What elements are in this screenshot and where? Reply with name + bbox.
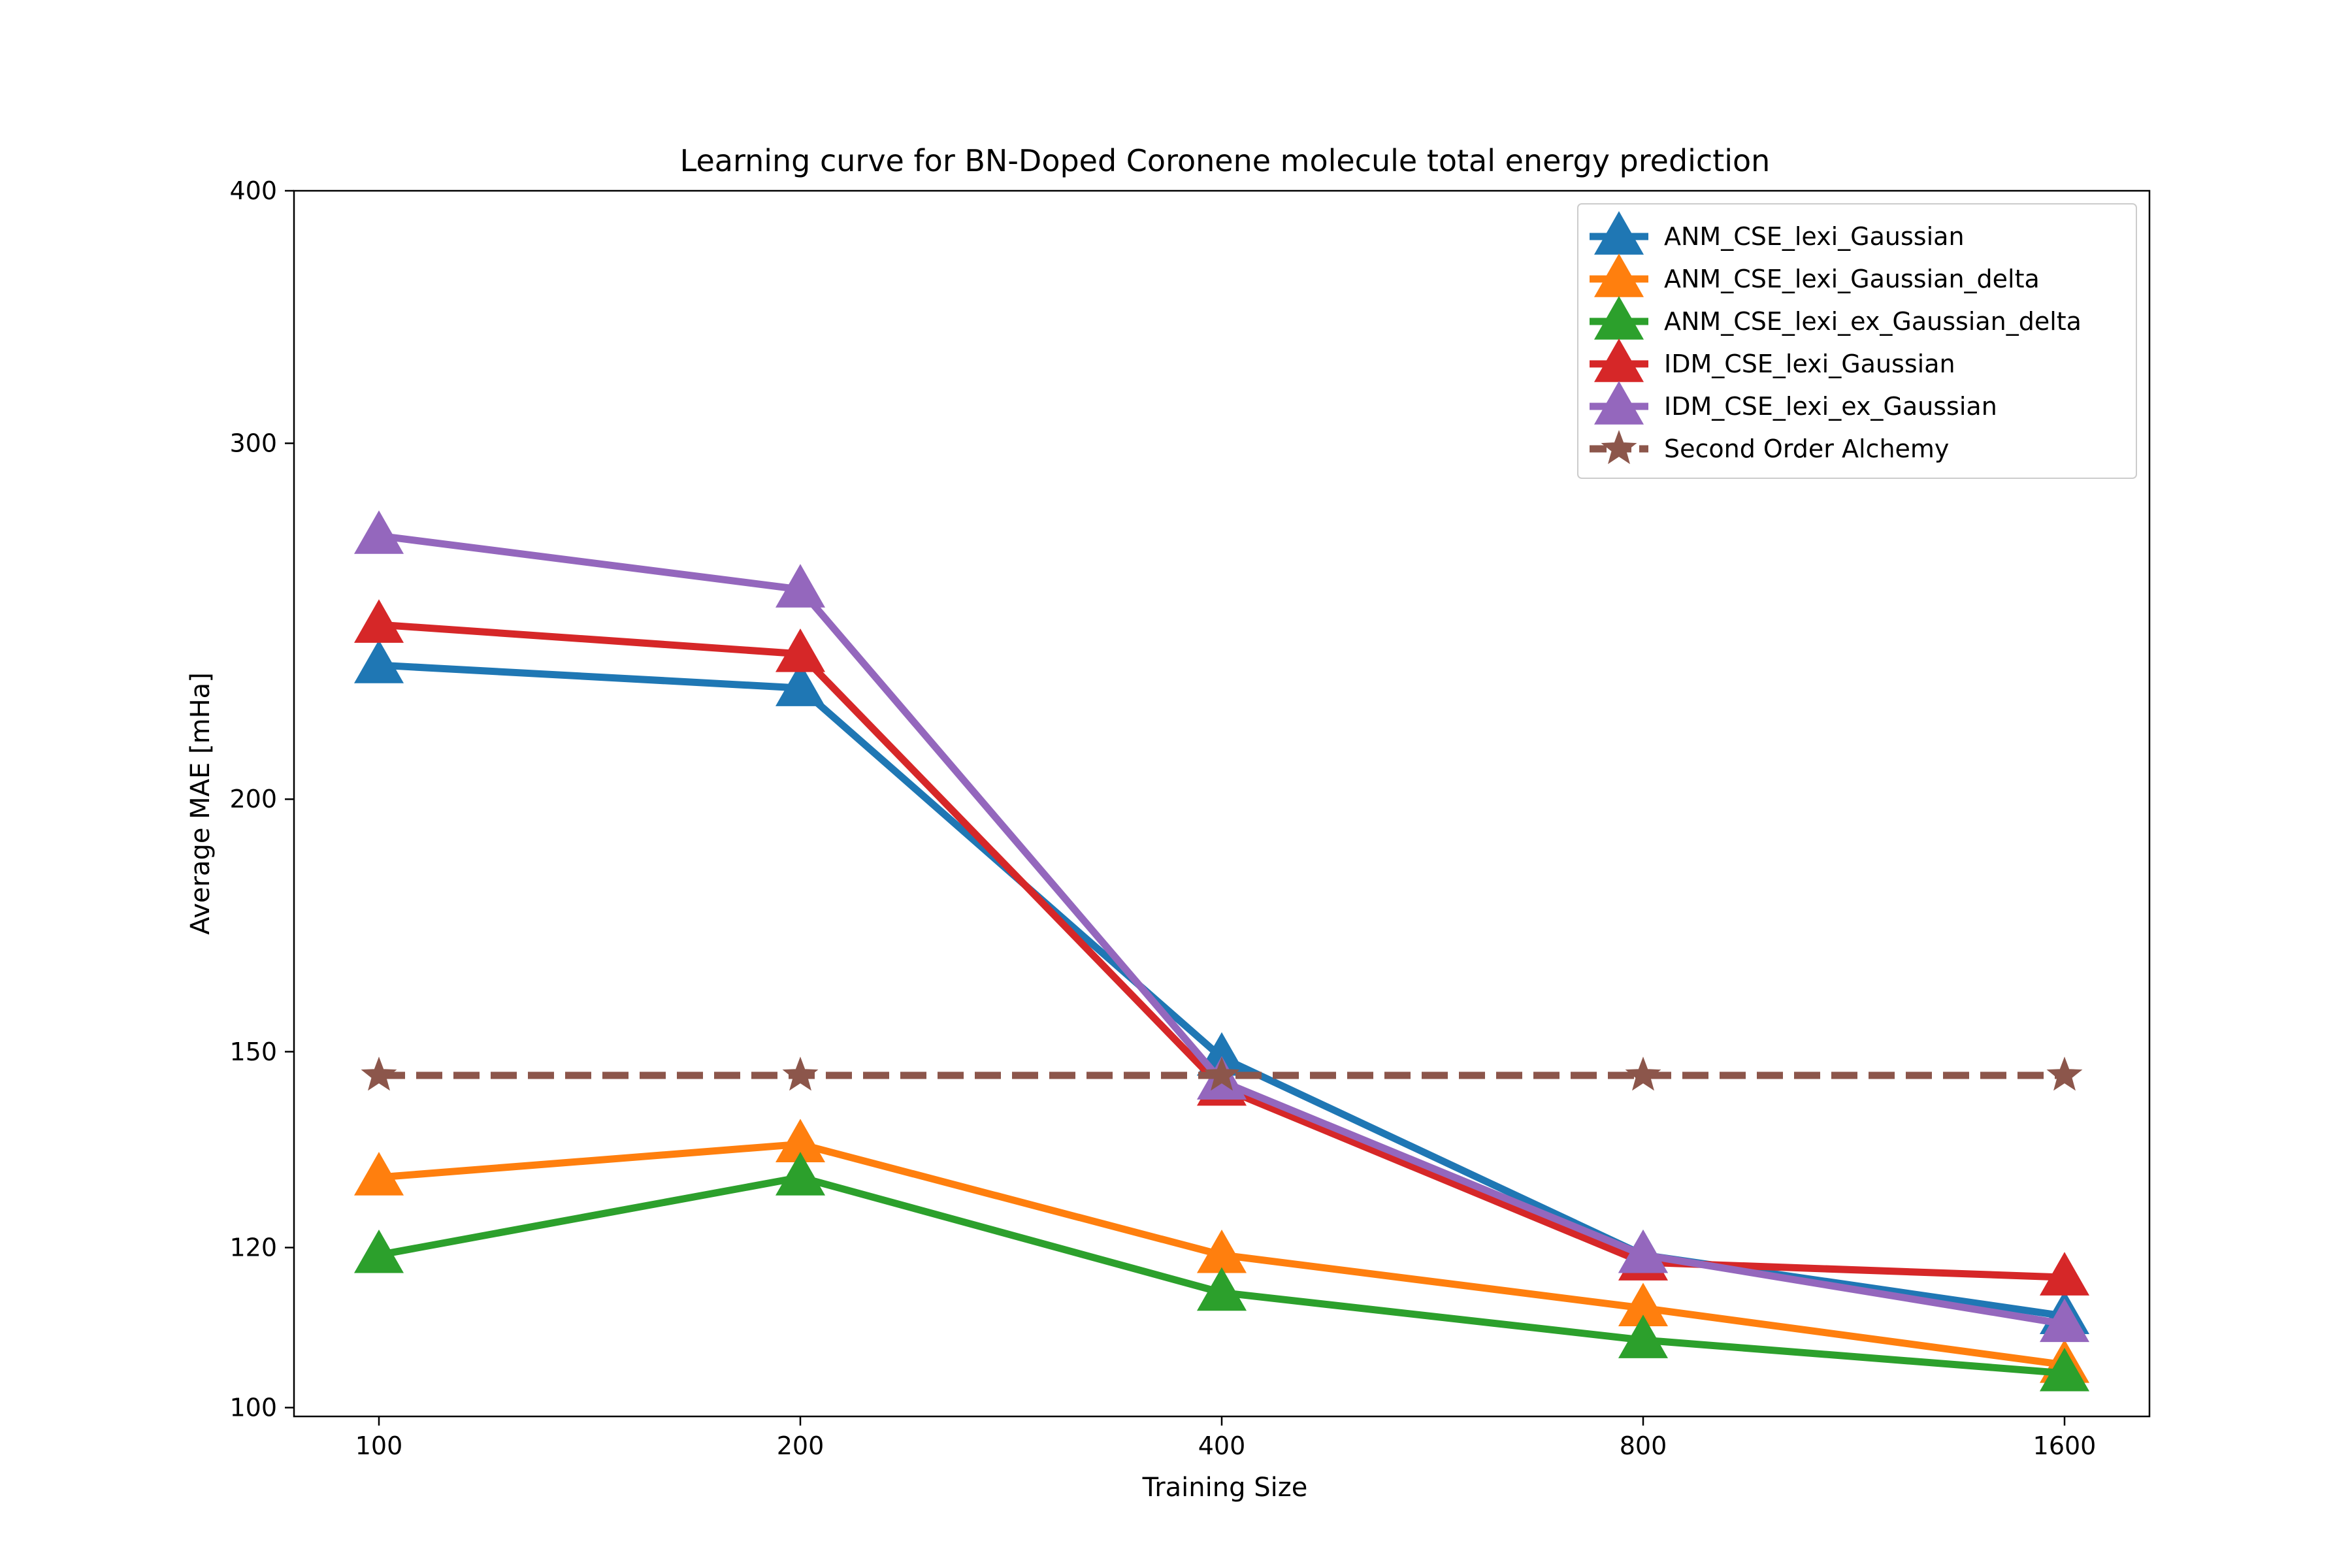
- y-tick-label: 100: [229, 1393, 277, 1422]
- y-tick-label: 300: [229, 429, 277, 458]
- legend-item: Second Order Alchemy: [1590, 430, 1949, 465]
- data-point: [2039, 1298, 2090, 1343]
- legend-marker: [1601, 430, 1637, 465]
- legend-label: ANM_CSE_lexi_Gaussian_delta: [1664, 265, 2040, 293]
- y-tick-label: 120: [229, 1233, 277, 1262]
- legend-marker: [1593, 381, 1644, 425]
- legend-label: IDM_CSE_lexi_Gaussian: [1664, 350, 1955, 378]
- legend-label: ANM_CSE_lexi_Gaussian: [1664, 222, 1965, 251]
- y-axis-label: Average MAE [mHa]: [186, 672, 216, 935]
- y-tick-label: 150: [229, 1037, 277, 1066]
- data-point: [353, 1152, 404, 1196]
- y-tick-label: 400: [229, 176, 277, 205]
- data-point: [775, 1152, 826, 1196]
- data-point: [1618, 1229, 1669, 1273]
- series-5: [361, 1056, 2083, 1091]
- series-2: [353, 1152, 2090, 1392]
- x-tick-label: 1600: [2033, 1431, 2097, 1460]
- x-axis-label: Training Size: [1142, 1473, 1308, 1503]
- legend-item: IDM_CSE_lexi_Gaussian: [1590, 338, 1955, 382]
- chart-title: Learning curve for BN-Doped Coronene mol…: [680, 143, 1771, 178]
- data-point: [2046, 1056, 2083, 1091]
- x-tick-label: 800: [1620, 1431, 1667, 1460]
- data-point: [2039, 1252, 2090, 1296]
- legend-label: ANM_CSE_lexi_ex_Gaussian_delta: [1664, 307, 2082, 336]
- y-tick-label: 200: [229, 785, 277, 813]
- data-point: [361, 1056, 397, 1091]
- legend-box: [1577, 203, 2137, 479]
- legend-item: ANM_CSE_lexi_ex_Gaussian_delta: [1590, 296, 2082, 340]
- data-point: [1625, 1056, 1661, 1091]
- data-point: [775, 629, 826, 672]
- legend-item: ANM_CSE_lexi_Gaussian_delta: [1590, 253, 2040, 297]
- legend: ANM_CSE_lexi_Gaussian ANM_CSE_lexi_Gaussi…: [1577, 203, 2137, 479]
- data-point: [353, 599, 404, 643]
- data-point: [782, 1056, 819, 1091]
- data-point: [353, 640, 404, 683]
- x-tick-label: 100: [355, 1431, 403, 1460]
- data-point: [775, 662, 826, 706]
- data-point: [1618, 1315, 1669, 1358]
- plot-area: 100 200 400 800 1600 100 120 150 200 300 400: [229, 176, 2151, 1460]
- legend-item: IDM_CSE_lexi_ex_Gaussian: [1590, 381, 1997, 425]
- data-point: [1196, 1267, 1247, 1311]
- legend-item: ANM_CSE_lexi_Gaussian: [1590, 211, 1965, 255]
- data-point: [353, 510, 404, 554]
- data-point: [2039, 1347, 2090, 1392]
- data-point: [1203, 1056, 1240, 1091]
- data-point: [775, 564, 826, 608]
- x-tick-label: 200: [777, 1431, 825, 1460]
- x-tick-label: 400: [1198, 1431, 1246, 1460]
- legend-label: Second Order Alchemy: [1664, 434, 1949, 463]
- data-point: [353, 1229, 404, 1273]
- legend-label: IDM_CSE_lexi_ex_Gaussian: [1664, 392, 1997, 421]
